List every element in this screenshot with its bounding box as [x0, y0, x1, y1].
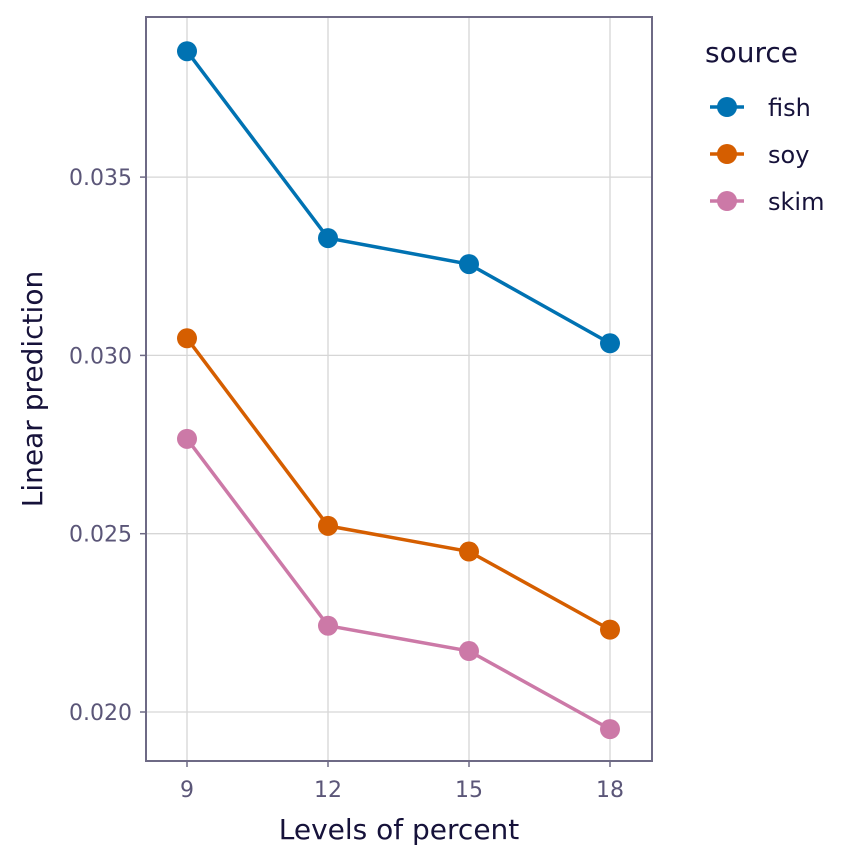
legend-label: fish	[768, 94, 811, 122]
data-point-skim	[318, 615, 338, 636]
y-tick-label: 0.020	[69, 701, 132, 726]
x-tick-label: 15	[455, 778, 483, 803]
legend-label: skim	[768, 188, 824, 216]
data-point-soy	[318, 515, 338, 536]
data-point-skim	[600, 719, 620, 740]
legend: fish soy skim	[710, 94, 824, 216]
x-tick-label: 9	[180, 778, 194, 803]
data-point-fish	[459, 254, 479, 275]
legend-key-point	[717, 144, 737, 164]
series-line-skim	[185, 437, 611, 731]
legend-item-skim: skim	[710, 188, 824, 216]
data-point-skim	[459, 641, 479, 662]
data-point-skim	[177, 428, 197, 449]
grid	[146, 17, 652, 761]
data-point-fish	[177, 41, 197, 62]
data-point-fish	[318, 228, 338, 249]
series-soy	[177, 328, 620, 640]
series-line-soy	[185, 337, 611, 632]
data-point-fish	[600, 333, 620, 354]
series-fish	[177, 41, 620, 354]
data-point-soy	[600, 619, 620, 640]
legend-item-fish: fish	[710, 94, 811, 122]
legend-label: soy	[768, 141, 809, 169]
y-tick-label: 0.025	[69, 523, 132, 548]
series-line-fish	[185, 50, 611, 345]
x-tick-label: 12	[314, 778, 342, 803]
plot-panel-border	[145, 16, 653, 762]
y-tick-label: 0.030	[69, 344, 132, 369]
x-axis-title: Levels of percent	[279, 813, 520, 846]
data-point-soy	[177, 328, 197, 349]
data-point-soy	[459, 541, 479, 562]
legend-item-soy: soy	[710, 141, 809, 169]
y-tick-label: 0.035	[69, 166, 132, 191]
legend-key-point	[717, 191, 737, 211]
y-axis-title: Linear prediction	[16, 271, 49, 507]
x-tick-label: 18	[596, 778, 624, 803]
legend-title: source	[705, 36, 798, 69]
series-skim	[177, 428, 620, 740]
legend-key-point	[717, 97, 737, 117]
